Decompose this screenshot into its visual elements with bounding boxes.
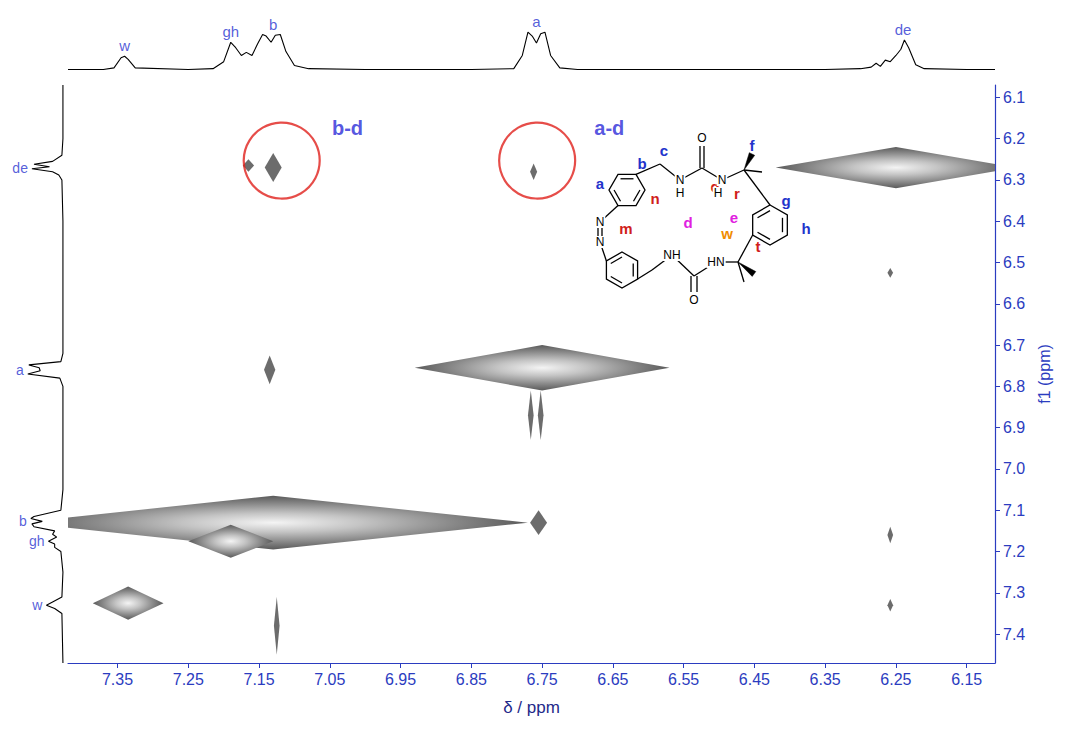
svg-text:t: t	[756, 238, 761, 255]
svg-text:6.3: 6.3	[1003, 171, 1025, 188]
svg-text:de: de	[12, 160, 28, 176]
svg-text:δ / ppm: δ / ppm	[503, 698, 560, 717]
svg-text:6.85: 6.85	[456, 671, 487, 688]
svg-text:b: b	[637, 155, 646, 172]
svg-text:6.95: 6.95	[385, 671, 416, 688]
svg-text:b: b	[19, 513, 27, 529]
svg-text:7.15: 7.15	[243, 671, 274, 688]
svg-text:NH: NH	[663, 248, 680, 262]
svg-text:7.35: 7.35	[102, 671, 133, 688]
svg-text:6.45: 6.45	[739, 671, 770, 688]
svg-text:6.7: 6.7	[1003, 337, 1025, 354]
svg-text:N: N	[718, 173, 727, 187]
svg-text:f1 (ppm): f1 (ppm)	[1036, 344, 1053, 404]
svg-text:6.9: 6.9	[1003, 419, 1025, 436]
svg-text:6.75: 6.75	[527, 671, 558, 688]
svg-text:h: h	[801, 220, 810, 237]
svg-text:b: b	[269, 16, 277, 33]
svg-text:a: a	[532, 13, 541, 30]
svg-text:O: O	[689, 293, 698, 307]
svg-text:7.2: 7.2	[1003, 543, 1025, 560]
svg-text:a-d: a-d	[594, 117, 624, 139]
svg-text:a: a	[16, 362, 24, 378]
svg-text:e: e	[730, 209, 738, 226]
svg-text:de: de	[895, 21, 912, 38]
svg-text:7.3: 7.3	[1003, 584, 1025, 601]
svg-text:6.5: 6.5	[1003, 254, 1025, 271]
svg-text:c: c	[660, 142, 668, 159]
svg-text:6.15: 6.15	[951, 671, 982, 688]
svg-text:N: N	[596, 235, 605, 249]
svg-text:7.1: 7.1	[1003, 502, 1025, 519]
svg-text:6.4: 6.4	[1003, 213, 1025, 230]
svg-text:HN: HN	[707, 255, 724, 269]
svg-text:6.35: 6.35	[810, 671, 841, 688]
svg-text:a: a	[596, 175, 605, 192]
svg-text:6.25: 6.25	[880, 671, 911, 688]
svg-text:gh: gh	[222, 23, 239, 40]
svg-text:gh: gh	[29, 533, 45, 549]
svg-text:g: g	[781, 192, 790, 209]
svg-text:m: m	[619, 220, 632, 237]
svg-text:7.05: 7.05	[314, 671, 345, 688]
svg-text:N: N	[676, 173, 685, 187]
svg-text:r: r	[734, 185, 740, 202]
svg-text:N: N	[596, 215, 605, 229]
svg-text:d: d	[683, 214, 692, 231]
svg-text:b-d: b-d	[332, 117, 363, 139]
svg-text:n: n	[650, 190, 659, 207]
svg-text:H: H	[676, 186, 685, 200]
svg-text:O: O	[697, 131, 706, 145]
svg-text:6.65: 6.65	[597, 671, 628, 688]
svg-text:6.6: 6.6	[1003, 295, 1025, 312]
svg-text:7.4: 7.4	[1003, 626, 1025, 643]
svg-text:6.2: 6.2	[1003, 130, 1025, 147]
svg-text:7.25: 7.25	[173, 671, 204, 688]
svg-text:f: f	[750, 137, 756, 154]
svg-text:H: H	[714, 186, 723, 200]
svg-text:6.8: 6.8	[1003, 378, 1025, 395]
svg-text:w: w	[31, 597, 43, 613]
svg-text:w: w	[720, 225, 733, 242]
svg-text:6.55: 6.55	[668, 671, 699, 688]
svg-text:w: w	[118, 37, 130, 54]
svg-text:6.1: 6.1	[1003, 89, 1025, 106]
svg-text:7.0: 7.0	[1003, 460, 1025, 477]
